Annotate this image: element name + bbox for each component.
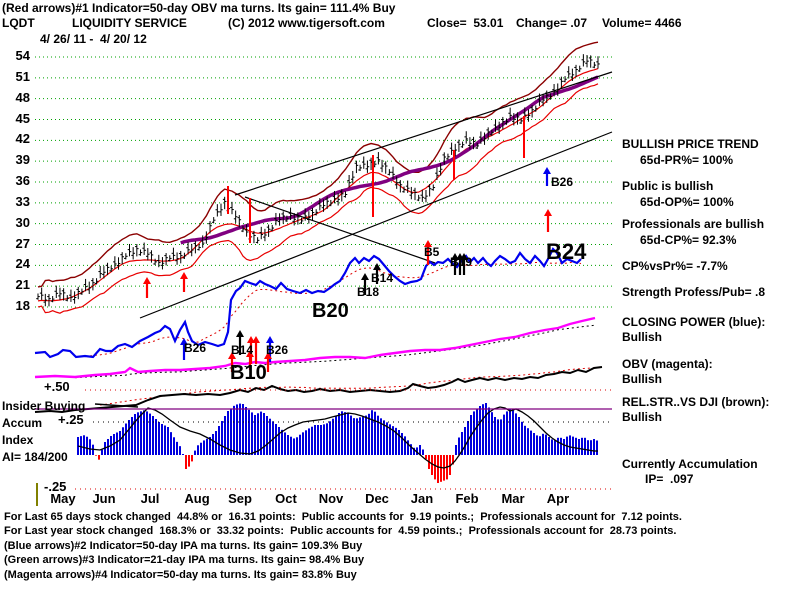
ai-value: AI= 184/200 xyxy=(2,450,68,464)
x-axis-month-label: Feb xyxy=(455,491,479,506)
x-axis-month-label: Apr xyxy=(546,491,570,506)
x-axis-month-label: Aug xyxy=(184,491,210,506)
volume-value: Volume= 4466 xyxy=(602,16,682,30)
x-axis-month-label: Oct xyxy=(275,491,297,506)
x-axis-month-label: Jul xyxy=(140,491,160,506)
magenta-arrows-legend: (Magenta arrows)#4 Indicator=50-day ma t… xyxy=(4,569,357,581)
professional-sentiment: Professionals are bullish xyxy=(622,217,765,231)
y-axis-price-label: 21 xyxy=(15,277,30,293)
stat-last-year: For Last year stock changed 168.3% or 33… xyxy=(4,525,677,537)
y-axis-price-label: 24 xyxy=(15,256,30,272)
green-arrows-legend: (Green arrows)#3 Indicator=21-day IPA ma… xyxy=(4,554,365,566)
y-axis-price-label: 39 xyxy=(15,152,30,168)
close-value: Close= 53.01 xyxy=(427,16,504,30)
chart-annotation-b18: B18 xyxy=(357,285,380,299)
date-range: 4/ 26/ 11 - 4/ 20/ 12 xyxy=(40,32,147,46)
blue-arrows-legend: (Blue arrows)#2 Indicator=50-day IPA ma … xyxy=(4,540,363,552)
op-percent: 65d-OP%= 100% xyxy=(640,195,734,209)
trend-title: BULLISH PRICE TREND xyxy=(622,137,759,151)
rel-str-title: REL.STR..VS DJI (brown): xyxy=(622,395,770,409)
chart-annotation-b5: B5 xyxy=(424,245,440,259)
chart-annotation-b14: B14 xyxy=(371,271,394,285)
cp-percent: 65d-CP%= 92.3% xyxy=(640,233,737,247)
change-value: Change= .07 xyxy=(516,16,588,30)
x-axis-month-label: May xyxy=(50,491,76,506)
accumulation-title: Currently Accumulation xyxy=(622,457,758,471)
chart-annotation-b26: B26 xyxy=(551,175,574,189)
chart-annotation-b10: B10 xyxy=(230,362,267,384)
insider-buying-label: Insider Buying xyxy=(2,399,86,413)
obv-status: Bullish xyxy=(622,372,663,386)
y-axis-price-label: 48 xyxy=(15,89,30,105)
ticker-symbol: LQDT xyxy=(2,16,35,30)
closing-power-title: CLOSING POWER (blue): xyxy=(622,315,766,329)
strength-ratio: Strength Profess/Pub= .8 xyxy=(622,285,766,299)
x-axis-month-label: Dec xyxy=(365,491,389,506)
index-label: Index xyxy=(2,433,34,447)
y-axis-price-label: 54 xyxy=(15,48,30,63)
x-axis-month-label: Jan xyxy=(410,491,434,506)
pr-percent: 65d-PR%= 100% xyxy=(640,153,734,167)
closing-power-status: Bullish xyxy=(622,330,663,344)
company-name: LIQUIDITY SERVICE xyxy=(72,16,187,30)
chart-annotation-b19: B19 xyxy=(450,255,473,269)
plus-50-level-label: +.50 xyxy=(44,379,70,394)
minus-25-level-label: -.25 xyxy=(44,479,67,494)
red-arrows-indicator-legend: (Red arrows)#1 Indicator=50-day OBV ma t… xyxy=(2,1,396,15)
y-axis-price-label: 30 xyxy=(15,214,30,230)
x-axis-month-label: Mar xyxy=(501,491,525,506)
y-axis-price-label: 51 xyxy=(15,68,30,84)
y-axis-price-label: 33 xyxy=(15,193,30,209)
chart-annotation-b26: B26 xyxy=(266,343,289,357)
chart-annotation-b20: B20 xyxy=(312,300,349,322)
chart-annotation-b26: B26 xyxy=(184,341,207,355)
chart-annotation-b24: B24 xyxy=(546,239,587,264)
x-axis-month-label: Nov xyxy=(318,491,344,506)
ip-value: IP= .097 xyxy=(645,472,694,486)
obv-title: OBV (magenta): xyxy=(622,357,713,371)
y-axis-price-label: 18 xyxy=(15,298,30,313)
x-axis-month-label: Jun xyxy=(92,491,116,506)
plus-25-level-label: +.25 xyxy=(58,412,84,427)
x-axis-month-label: Sep xyxy=(228,491,252,506)
stat-65-days: For Last 65 days stock changed 44.8% or … xyxy=(4,511,682,523)
rel-str-status: Bullish xyxy=(622,410,663,424)
accum-label: Accum xyxy=(2,416,43,430)
chart-annotation-b14: B14 xyxy=(231,343,254,357)
public-sentiment: Public is bullish xyxy=(622,179,714,193)
copyright-text: (C) 2012 www.tigersoft.com xyxy=(228,16,385,30)
y-axis-price-label: 27 xyxy=(15,235,30,251)
cp-vs-pr: CP%vsPr%= -7.7% xyxy=(622,259,728,273)
y-axis-price-label: 42 xyxy=(15,131,30,147)
y-axis-price-label: 36 xyxy=(15,173,30,188)
y-axis-price-label: 45 xyxy=(15,110,30,126)
